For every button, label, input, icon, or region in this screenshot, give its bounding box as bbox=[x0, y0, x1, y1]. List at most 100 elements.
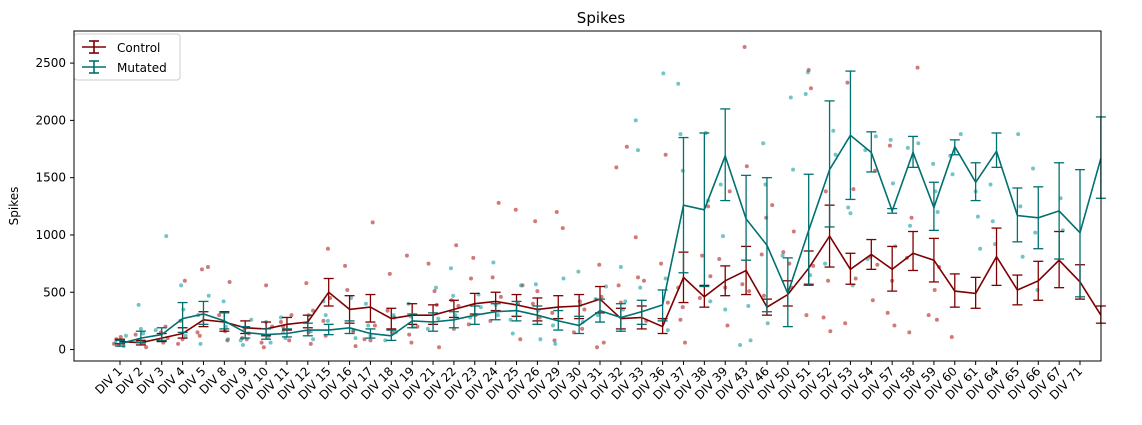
scatter-point-mutated-133 bbox=[1033, 230, 1038, 235]
scatter-point-control-87 bbox=[554, 210, 559, 215]
scatter-point-mutated-36 bbox=[363, 301, 368, 306]
scatter-point-mutated-98 bbox=[780, 253, 785, 258]
scatter-point-mutated-90 bbox=[746, 304, 751, 308]
series-line-mutated bbox=[119, 134, 1102, 345]
scatter-point-mutated-82 bbox=[678, 132, 683, 137]
scatter-point-mutated-80 bbox=[665, 328, 670, 333]
scatter-point-mutated-77 bbox=[638, 285, 643, 290]
scatter-point-control-126 bbox=[761, 293, 766, 298]
scatter-point-mutated-9 bbox=[179, 283, 184, 288]
scatter-point-mutated-108 bbox=[873, 134, 878, 139]
scatter-point-control-151 bbox=[892, 323, 897, 328]
scatter-point-mutated-31 bbox=[323, 313, 328, 318]
scatter-point-mutated-96 bbox=[788, 95, 793, 100]
scatter-point-mutated-65 bbox=[553, 341, 558, 346]
scatter-point-control-49 bbox=[370, 220, 375, 225]
scatter-point-mutated-39 bbox=[391, 313, 396, 318]
scatter-point-mutated-103 bbox=[833, 152, 838, 157]
scatter-point-mutated-122 bbox=[950, 172, 955, 177]
scatter-point-control-69 bbox=[469, 276, 474, 281]
chart-title: Spikes bbox=[577, 9, 626, 27]
scatter-point-control-109 bbox=[678, 317, 683, 322]
scatter-point-mutated-35 bbox=[353, 336, 358, 341]
scatter-point-mutated-71 bbox=[595, 313, 600, 318]
legend-item-control: Control bbox=[82, 40, 160, 55]
scatter-point-mutated-119 bbox=[935, 210, 940, 215]
scatter-point-control-125 bbox=[759, 252, 764, 257]
legend-control-label: Control bbox=[117, 41, 160, 55]
scatter-point-control-33 bbox=[289, 313, 294, 318]
scatter-point-mutated-130 bbox=[1018, 204, 1023, 209]
scatter-point-mutated-114 bbox=[916, 141, 921, 146]
scatter-point-mutated-97 bbox=[791, 167, 796, 172]
scatter-point-mutated-62 bbox=[538, 337, 543, 342]
scatter-point-control-34 bbox=[278, 320, 283, 325]
scatter-point-mutated-75 bbox=[633, 118, 638, 123]
scatter-point-control-160 bbox=[949, 334, 954, 339]
plot-frame bbox=[73, 30, 1102, 362]
scatter-point-mutated-89 bbox=[723, 307, 728, 312]
scatter-point-control-100 bbox=[641, 278, 646, 283]
scatter-point-control-141 bbox=[853, 276, 858, 281]
scatter-point-control-45 bbox=[353, 344, 358, 349]
scatter-point-mutated-129 bbox=[1016, 132, 1021, 137]
scatter-point-control-106 bbox=[663, 152, 668, 157]
scatter-point-mutated-54 bbox=[491, 260, 496, 265]
y-tick-label-0: 0 bbox=[58, 343, 66, 357]
scatter-point-mutated-131 bbox=[1020, 254, 1025, 259]
scatter-point-control-143 bbox=[845, 80, 850, 85]
scatter-point-mutated-86 bbox=[708, 299, 713, 304]
scatter-point-control-112 bbox=[706, 204, 711, 209]
legend: Control Mutated bbox=[73, 33, 181, 81]
scatter-point-mutated-24 bbox=[278, 315, 283, 320]
scatter-point-mutated-78 bbox=[661, 71, 666, 76]
scatter-point-control-62 bbox=[437, 345, 442, 350]
scatter-point-mutated-29 bbox=[311, 337, 316, 342]
scatter-point-mutated-115 bbox=[905, 145, 910, 150]
scatter-point-mutated-92 bbox=[738, 342, 743, 347]
scatter-point-mutated-91 bbox=[748, 338, 753, 343]
scatter-point-mutated-57 bbox=[519, 283, 524, 288]
scatter-point-control-6 bbox=[133, 332, 138, 337]
scatter-point-control-98 bbox=[616, 283, 621, 288]
scatter-point-mutated-93 bbox=[761, 141, 766, 146]
scatter-point-control-53 bbox=[387, 271, 392, 276]
y-tick-label-4: 2000 bbox=[35, 113, 66, 127]
scatter-point-mutated-6 bbox=[164, 234, 169, 239]
scatter-point-control-31 bbox=[264, 283, 269, 288]
scatter-point-mutated-46 bbox=[436, 316, 441, 321]
scatter-point-mutated-69 bbox=[604, 284, 608, 289]
scatter-point-mutated-11 bbox=[183, 333, 188, 338]
scatter-point-control-102 bbox=[633, 235, 638, 240]
scatter-point-control-148 bbox=[885, 310, 890, 315]
scatter-point-control-142 bbox=[843, 321, 848, 326]
scatter-point-control-134 bbox=[808, 86, 813, 91]
scatter-point-control-110 bbox=[680, 305, 685, 310]
scatter-point-mutated-111 bbox=[888, 137, 893, 142]
scatter-point-mutated-66 bbox=[576, 269, 581, 274]
scatter-point-control-96 bbox=[624, 144, 629, 149]
scatter-point-control-66 bbox=[454, 243, 459, 248]
scatter-point-mutated-20 bbox=[240, 342, 245, 347]
scatter-point-mutated-100 bbox=[805, 70, 810, 75]
scatter-point-control-111 bbox=[682, 340, 687, 345]
scatter-point-control-48 bbox=[368, 338, 373, 343]
scatter-point-control-104 bbox=[659, 261, 664, 266]
scatter-point-control-58 bbox=[407, 332, 412, 337]
scatter-point-control-122 bbox=[744, 164, 749, 169]
y-tick-label-3: 1500 bbox=[35, 171, 66, 185]
scatter-point-control-132 bbox=[804, 313, 809, 318]
scatter-point-control-115 bbox=[700, 253, 705, 258]
scatter-point-control-84 bbox=[560, 226, 565, 231]
y-axis-label: Spikes bbox=[7, 187, 21, 226]
scatter-point-mutated-7 bbox=[153, 328, 158, 333]
scatter-point-mutated-56 bbox=[495, 313, 500, 318]
scatter-point-control-82 bbox=[535, 289, 540, 294]
scatter-point-control-57 bbox=[404, 253, 409, 258]
scatter-point-control-113 bbox=[708, 274, 713, 279]
scatter-point-control-159 bbox=[926, 313, 931, 318]
scatter-point-mutated-5 bbox=[141, 331, 146, 336]
scatter-point-control-139 bbox=[828, 329, 833, 334]
scatter-point-control-118 bbox=[727, 189, 732, 194]
